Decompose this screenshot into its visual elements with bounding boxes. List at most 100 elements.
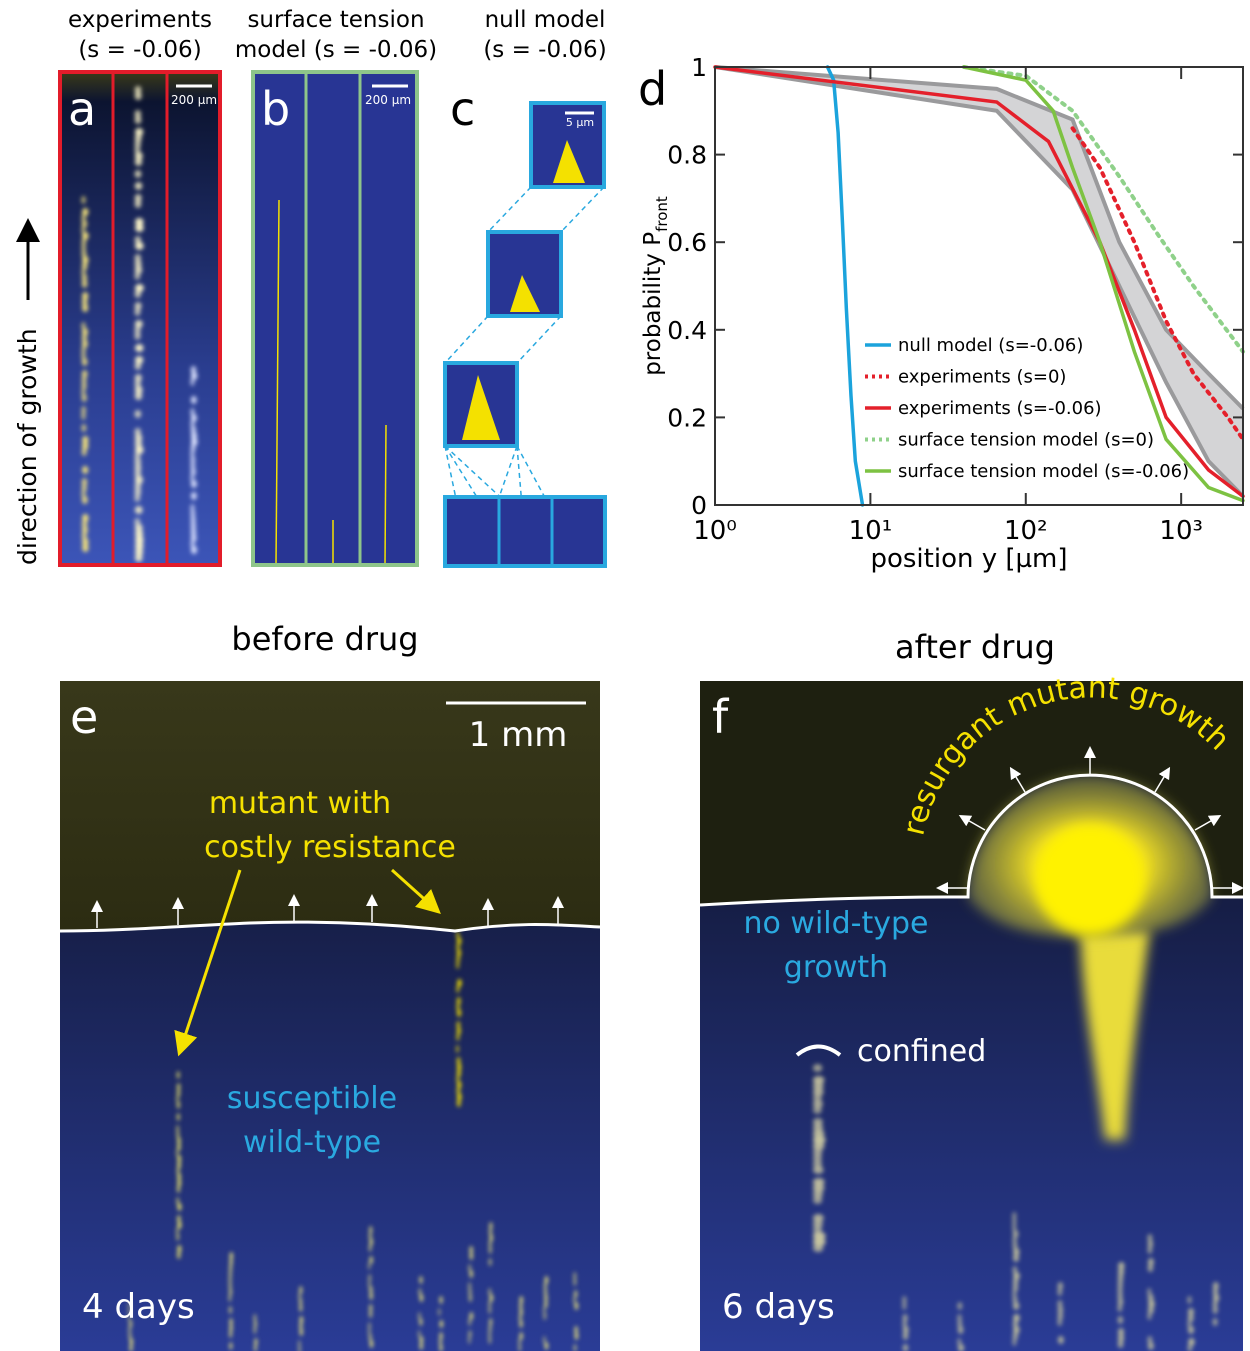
colony (543, 1312, 546, 1320)
colony (813, 1244, 823, 1252)
panel-label: e (70, 690, 98, 744)
colony (470, 1270, 473, 1278)
panel-e-title: before drug (231, 620, 418, 658)
wildtype-label: wild-type (243, 1125, 381, 1160)
colony (82, 448, 87, 456)
colony (369, 1292, 372, 1300)
colony (957, 1302, 962, 1310)
colony (420, 1342, 423, 1350)
colony (457, 1009, 461, 1017)
colony (456, 961, 459, 969)
wildtype-label: susceptible (227, 1081, 397, 1116)
colony (177, 1251, 181, 1259)
colony (299, 1304, 302, 1312)
panel-c-title: null model (485, 7, 606, 33)
colony (1013, 1302, 1019, 1310)
colony (1213, 1306, 1218, 1314)
colony (134, 332, 140, 340)
mutant-label: mutant with (209, 786, 391, 821)
colony (543, 1336, 545, 1344)
panel-label: b (261, 82, 290, 136)
colony (82, 466, 88, 474)
panel-f: resurgant mutant growth f no wild-type g… (700, 670, 1243, 1351)
panel-label: d (638, 62, 667, 116)
legend-label: null model (s=-0.06) (898, 335, 1083, 356)
colony (135, 92, 142, 100)
colony (456, 1045, 459, 1053)
colony (574, 1278, 577, 1286)
colony (813, 1064, 822, 1072)
x-tick-label: 10¹ (849, 516, 893, 546)
x-tick-label: 10³ (1159, 516, 1203, 546)
legend-label: surface tension model (s=-0.06) (898, 461, 1189, 482)
panel-b-title: model (s = -0.06) (235, 37, 437, 63)
colony (135, 344, 144, 352)
colony (177, 1203, 181, 1211)
colony (575, 1302, 578, 1310)
legend-label: surface tension model (s=0) (898, 430, 1154, 451)
panel-label: c (450, 82, 475, 136)
y-tick-label: 0.4 (667, 316, 707, 345)
legend-label: experiments (s=-0.06) (898, 398, 1102, 419)
panel-label: f (712, 690, 730, 744)
colony (489, 1246, 492, 1254)
colony (440, 1320, 443, 1328)
y-axis-label-sub: front (653, 196, 671, 232)
colony (457, 1099, 461, 1107)
colony (488, 1306, 491, 1314)
colony (254, 1326, 257, 1334)
colony (135, 242, 144, 250)
colony (135, 116, 142, 124)
colony (1147, 1312, 1152, 1320)
y-tick-label: 0.8 (667, 141, 707, 170)
colony (369, 1244, 372, 1252)
colony (902, 1302, 906, 1310)
panel-f-title: after drug (895, 628, 1055, 666)
panel-a-title: (s = -0.06) (78, 37, 201, 63)
side-label: direction of growth (13, 328, 42, 565)
colony (469, 1294, 472, 1302)
x-tick-label: 10⁰ (693, 516, 737, 546)
colony (470, 1252, 473, 1260)
colony (135, 170, 142, 178)
panel-a: 200 µm a (60, 72, 220, 565)
colony (191, 492, 197, 500)
scale-label: 200 µm (171, 93, 217, 107)
legend-label: experiments (s=0) (898, 367, 1066, 388)
colony (1147, 1246, 1152, 1254)
colony (489, 1258, 492, 1266)
scale-label: 200 µm (365, 93, 411, 107)
x-axis-label: position y [µm] (870, 544, 1067, 574)
colony (1012, 1338, 1016, 1346)
colony (1148, 1342, 1154, 1350)
colony (468, 1318, 471, 1326)
colony (177, 1101, 180, 1109)
colony (82, 358, 88, 366)
colony (82, 304, 88, 312)
colony (177, 1113, 180, 1121)
panel-c: c 5 µm (445, 82, 605, 566)
panel-label: a (68, 82, 96, 136)
colony (81, 412, 86, 420)
confined-label: confined (857, 1034, 986, 1069)
scale-label: 5 µm (566, 116, 594, 129)
colony (468, 1336, 470, 1344)
colony (191, 546, 197, 554)
page: Figure html, body { margin: 0; padding: … (0, 0, 1250, 1351)
colony (1057, 1288, 1062, 1296)
x-tick-label: 10² (1004, 516, 1048, 546)
time-label: 6 days (722, 1287, 835, 1327)
colony (419, 1318, 422, 1326)
colony (82, 496, 88, 504)
colony (488, 1336, 491, 1344)
figure: experiments (s = -0.06) surface tension … (0, 0, 1250, 1351)
scale-label: 1 mm (469, 715, 568, 755)
y-tick-label: 0.6 (667, 228, 707, 257)
colony (1187, 1296, 1192, 1304)
colony (438, 1308, 440, 1316)
mutant-core (1035, 825, 1145, 935)
colony (369, 1310, 372, 1318)
colony (135, 290, 142, 298)
colony (81, 196, 86, 204)
colony (135, 554, 143, 562)
